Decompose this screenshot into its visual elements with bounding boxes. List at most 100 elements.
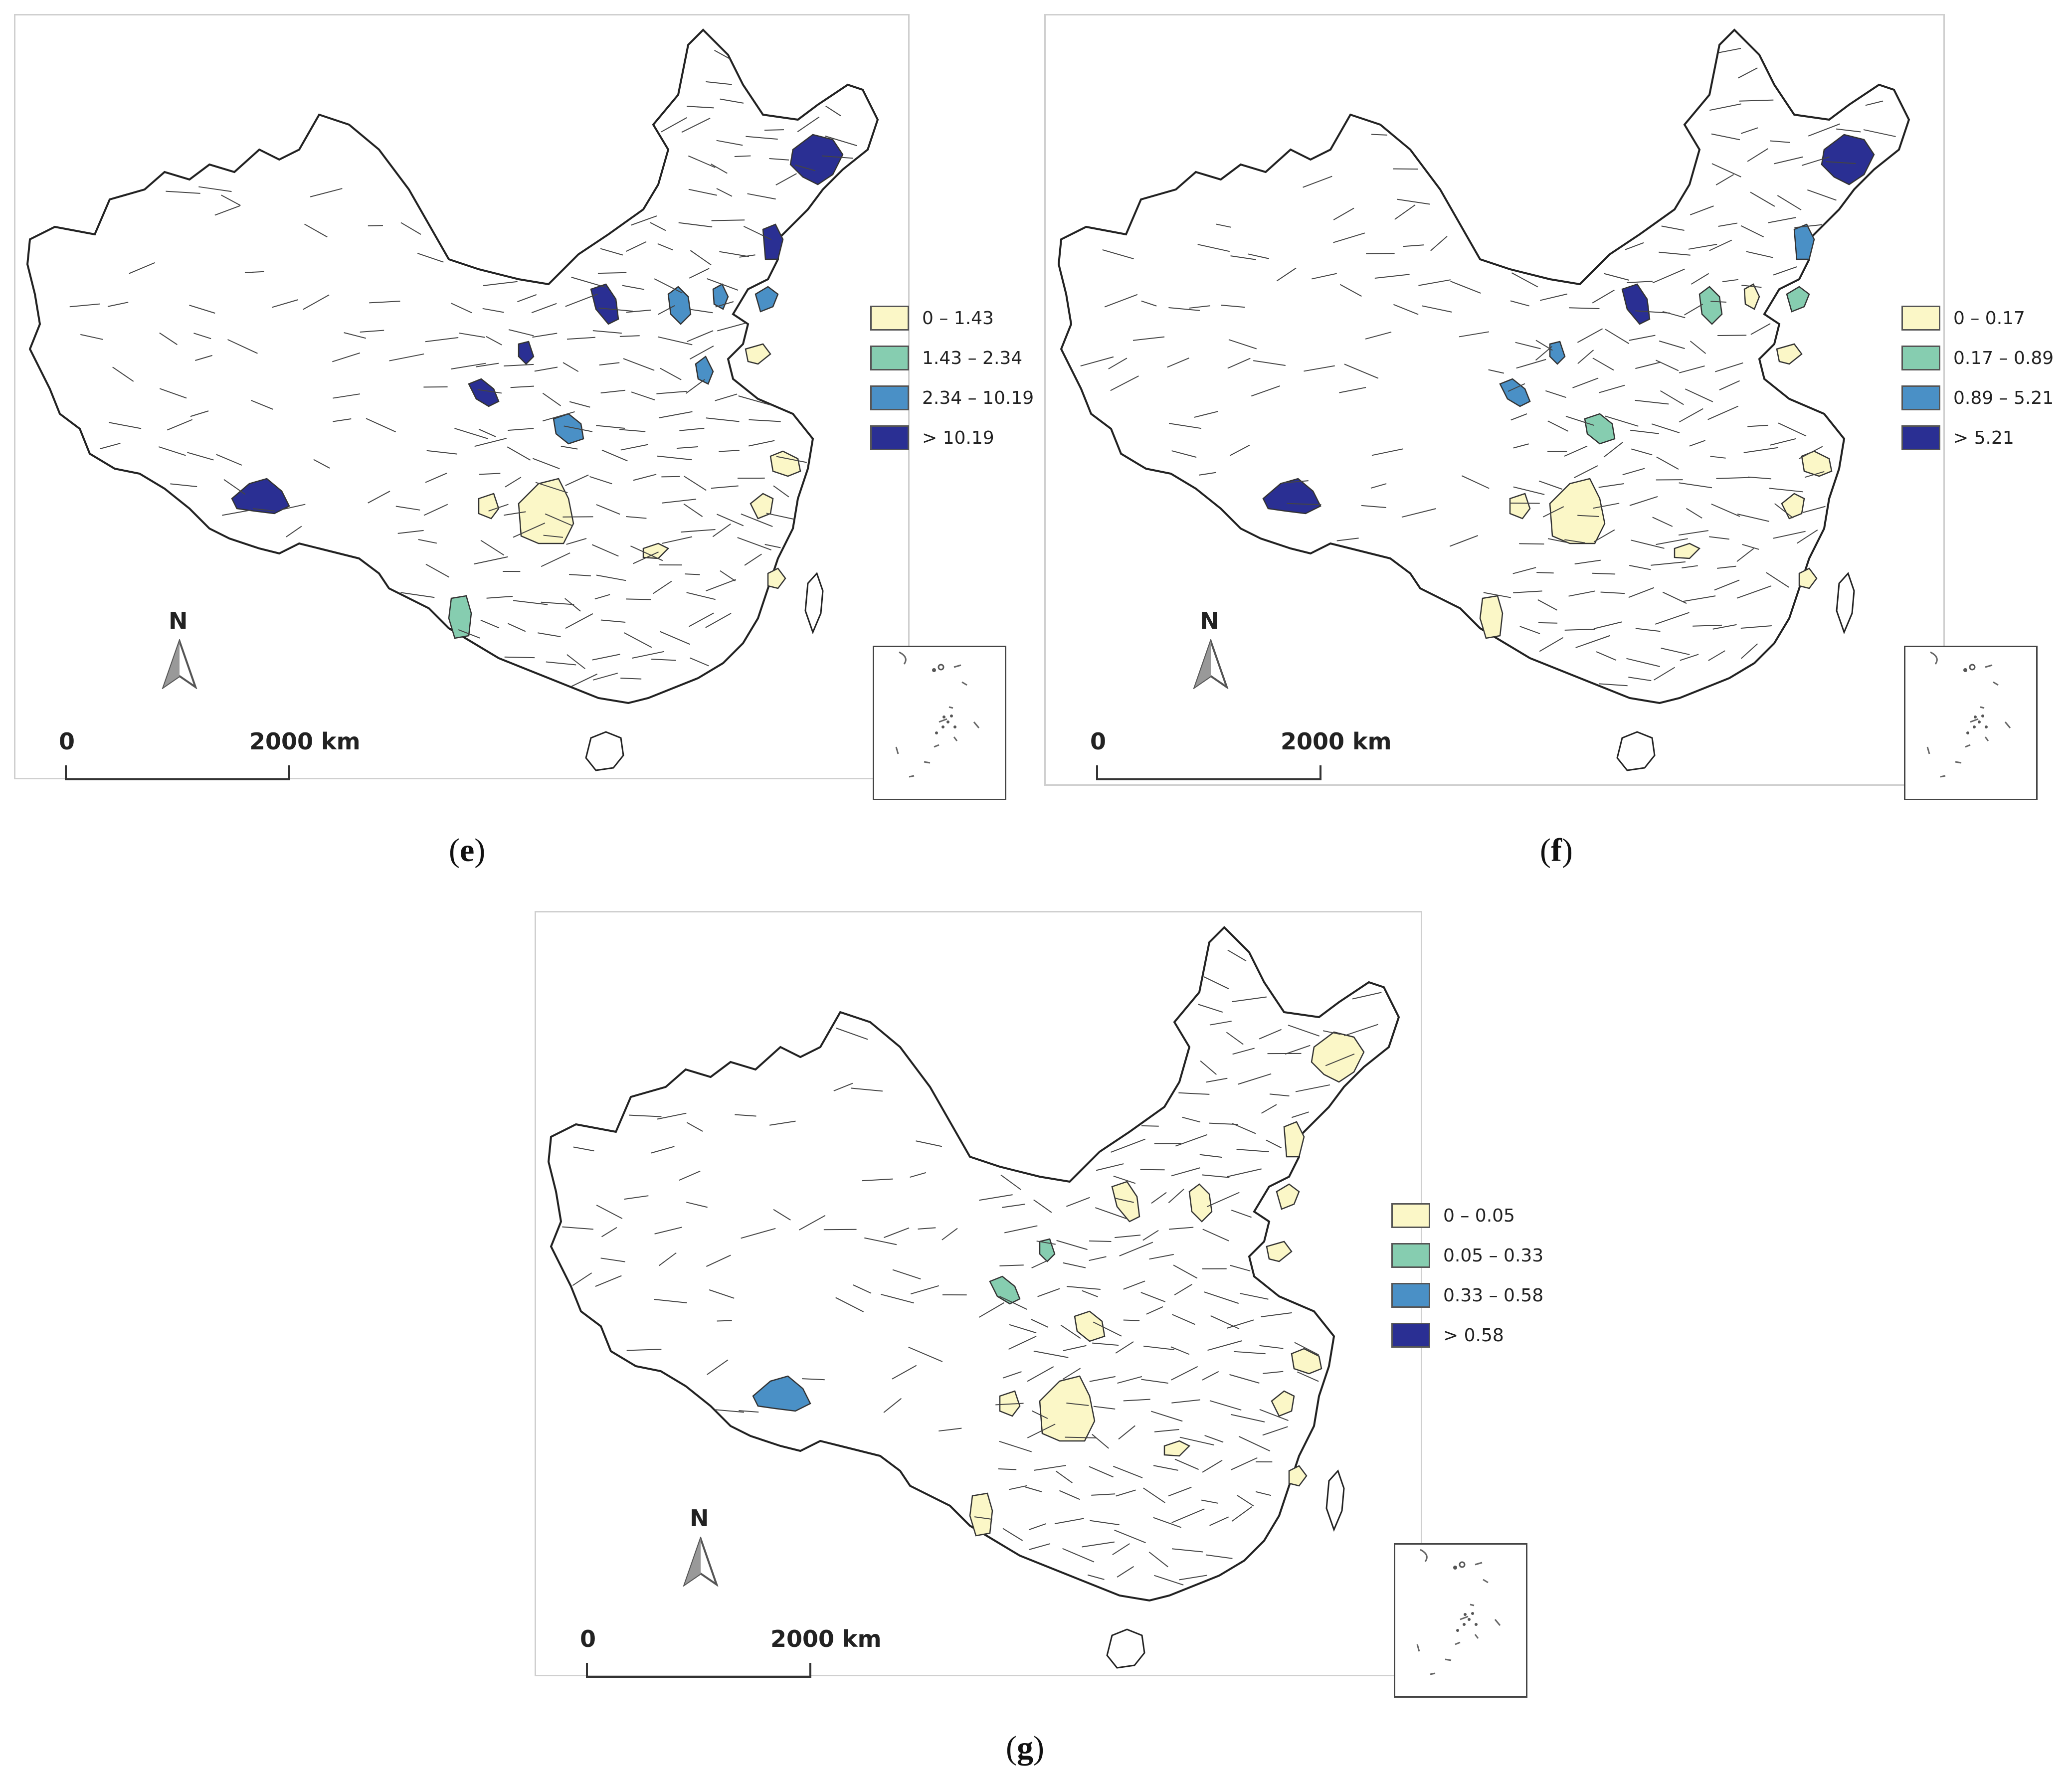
boundary-lines [69,50,858,687]
north-label: N [169,607,188,634]
region-sichuan-central [1509,493,1531,520]
region-hubei-central [1674,542,1701,559]
region-tibet-south [752,1375,811,1412]
region-shandong-east [745,343,771,365]
islands-icon [1926,651,2011,778]
boundary-lines [562,949,1382,1586]
region-jiangsu-east [769,450,801,477]
region-beijing-area [1188,1183,1213,1223]
north-arrow-icon [1193,639,1229,689]
region-chongqing-area [1549,478,1606,544]
china-map [26,28,879,771]
china-map [1057,28,1910,771]
legend-label: > 0.58 [1443,1325,1504,1346]
region-tibet-south [231,478,290,515]
region-zhejiang-north [1271,1390,1295,1417]
map-panel-e: 0 – 1.43 1.43 – 2.34 2.34 – 10.19 > 10.1… [0,0,1042,888]
region-ningxia-north [518,341,535,365]
legend-label: 0 – 0.17 [1953,308,2025,329]
scale-start-label: 0 [580,1625,596,1652]
island-outline [804,572,824,635]
china-map [547,926,1400,1669]
legend-swatch [1391,1243,1430,1268]
region-gansu-east [989,1275,1021,1305]
north-label: N [1200,607,1219,634]
region-jilin-north [1793,223,1815,260]
legend-swatch [870,425,909,450]
legend-label: 0.33 – 0.58 [1443,1285,1544,1306]
region-jilin-north [1283,1121,1305,1158]
region-heilongjiang-east [789,134,844,185]
caption-letter: e [459,832,475,869]
scale-end-label: 2000 km [1281,728,1392,755]
north-label: N [690,1505,709,1532]
island-outline [1616,731,1656,771]
region-liaoning-coast [1786,286,1810,313]
region-yunnan-central [1479,595,1504,639]
region-hebei-north [1743,283,1760,310]
region-chongqing-area [518,478,574,544]
north-arrow-icon [683,1537,719,1587]
legend-label: 2.34 – 10.19 [922,387,1034,408]
region-heilongjiang-east [1311,1031,1365,1083]
region-zhejiang-north [750,493,774,520]
region-fujian-coast [767,567,786,589]
region-inner-mongolia-central [590,283,619,325]
scale-start-label: 0 [1090,728,1107,755]
legend-swatch [1901,425,1940,450]
legend-label: 0.89 – 5.21 [1953,387,2054,408]
region-yunnan-central [969,1492,993,1537]
scale-start-label: 0 [59,728,75,755]
legend-swatch [1901,306,1940,331]
legend-item: 0.17 – 0.89 [1901,338,2054,378]
region-yunnan-central [448,595,472,639]
region-beijing-area [1698,286,1723,325]
region-jilin-north [762,223,784,260]
region-inner-mongolia-central [1111,1181,1140,1223]
legend-swatch [870,306,909,331]
legend-swatch [1391,1323,1430,1348]
map-panel-g: 0 – 0.05 0.05 – 0.33 0.33 – 0.58 > 0.58 … [521,897,1568,1778]
region-beijing-area [667,286,692,325]
legend: 0 – 0.05 0.05 – 0.33 0.33 – 0.58 > 0.58 [1391,1196,1543,1355]
island-outline [585,731,624,771]
scale-bar [1096,765,1321,780]
panel-caption: (e) [449,832,486,869]
region-liaoning-coast [754,286,779,313]
island-outline [1106,1628,1145,1669]
islands-icon [895,651,980,778]
legend-label: 0 – 0.05 [1443,1205,1515,1226]
region-inner-mongolia-central [1621,283,1651,325]
legend-label: 0.17 – 0.89 [1953,348,2054,368]
country-outline [26,28,879,705]
legend-item: 1.43 – 2.34 [870,338,1034,378]
region-shandong-west [695,356,714,385]
region-gansu-east [468,378,500,407]
region-fujian-coast [1288,1465,1308,1487]
legend: 0 – 0.17 0.17 – 0.89 0.89 – 5.21 > 5.21 [1901,298,2054,458]
legend-item: > 10.19 [870,418,1034,458]
legend-item: > 5.21 [1901,418,2054,458]
region-tibet-south [1262,478,1321,515]
region-sichuan-central [478,493,500,520]
country-outline [1057,28,1910,705]
scale-end-label: 2000 km [770,1625,882,1652]
legend-item: 0.89 – 5.21 [1901,378,2054,418]
legend-swatch [1391,1203,1430,1228]
panel-caption: (f) [1540,832,1573,869]
caption-letter: g [1016,1730,1033,1766]
scale-end-label: 2000 km [249,728,361,755]
region-shandong-east [1266,1241,1293,1262]
region-heilongjiang-east [1821,134,1875,185]
island-outline [1836,572,1855,635]
boundary-lines [1080,48,1896,687]
region-jiangsu-east [1291,1348,1322,1375]
island-outline [1325,1469,1345,1532]
caption-letter: f [1550,832,1562,869]
legend-label: > 5.21 [1953,427,2014,448]
legend-label: 0.05 – 0.33 [1443,1245,1544,1266]
legend-item: 0.05 – 0.33 [1391,1236,1543,1275]
region-shaanxi-central [1584,413,1616,445]
region-ningxia-north [1549,341,1566,365]
south-china-sea-inset [1394,1543,1527,1698]
